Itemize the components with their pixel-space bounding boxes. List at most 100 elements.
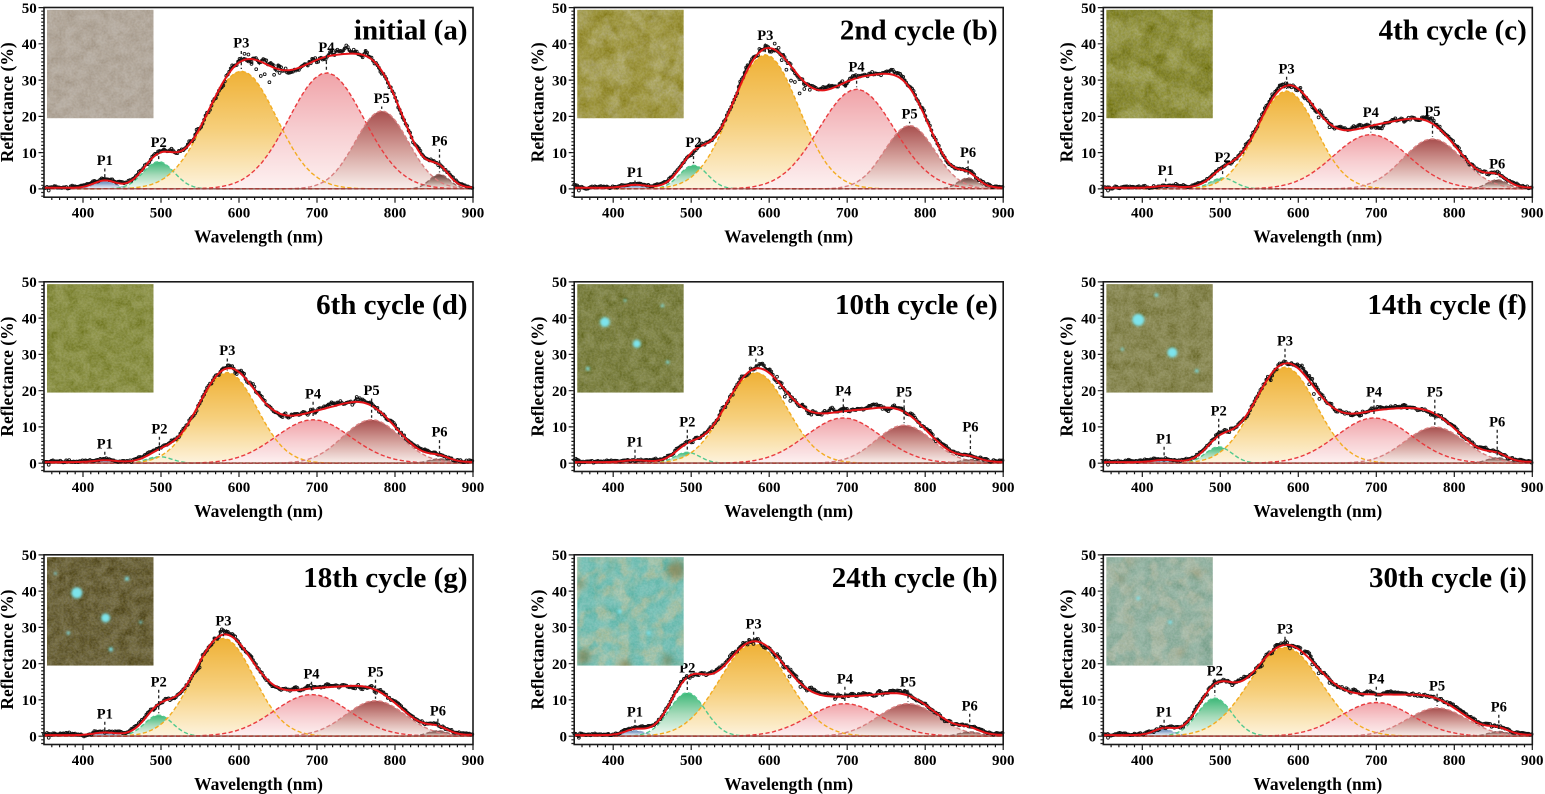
svg-text:0: 0	[1089, 182, 1097, 198]
svg-text:Wavelength (nm): Wavelength (nm)	[724, 227, 853, 247]
svg-text:40: 40	[552, 311, 567, 327]
svg-text:P5: P5	[900, 674, 916, 690]
svg-text:P5: P5	[902, 106, 918, 122]
svg-text:P6: P6	[962, 419, 978, 435]
svg-text:P5: P5	[367, 664, 383, 680]
svg-text:30: 30	[22, 621, 37, 637]
svg-text:0: 0	[29, 730, 37, 746]
svg-text:400: 400	[1131, 480, 1154, 496]
svg-text:500: 500	[1209, 480, 1232, 496]
svg-text:P3: P3	[219, 343, 235, 359]
svg-text:30: 30	[22, 73, 37, 89]
svg-text:10: 10	[22, 693, 37, 709]
svg-text:10: 10	[552, 420, 567, 436]
svg-text:800: 800	[384, 753, 407, 769]
svg-text:400: 400	[72, 480, 95, 496]
svg-text:30: 30	[1081, 73, 1096, 89]
svg-text:700: 700	[306, 206, 329, 222]
svg-text:600: 600	[228, 206, 251, 222]
svg-text:Wavelength (nm): Wavelength (nm)	[194, 774, 323, 794]
svg-text:50: 50	[22, 1, 37, 17]
svg-text:30: 30	[22, 348, 37, 364]
svg-text:P2: P2	[679, 414, 695, 430]
svg-text:P4: P4	[318, 40, 334, 56]
svg-text:18th cycle (g): 18th cycle (g)	[303, 562, 467, 594]
svg-text:P4: P4	[837, 671, 853, 687]
svg-text:10: 10	[22, 146, 37, 162]
svg-text:50: 50	[22, 275, 37, 291]
svg-text:600: 600	[758, 480, 781, 496]
svg-text:P6: P6	[960, 145, 976, 161]
svg-text:500: 500	[680, 753, 703, 769]
svg-text:14th cycle (f): 14th cycle (f)	[1367, 289, 1526, 321]
svg-text:0: 0	[1089, 457, 1097, 473]
svg-text:10: 10	[552, 693, 567, 709]
svg-text:10: 10	[1081, 693, 1096, 709]
svg-text:P6: P6	[1489, 156, 1505, 172]
svg-text:700: 700	[306, 753, 329, 769]
svg-text:P3: P3	[1277, 621, 1293, 637]
svg-text:400: 400	[602, 480, 625, 496]
svg-text:800: 800	[1443, 753, 1466, 769]
svg-text:30: 30	[552, 621, 567, 637]
svg-text:P3: P3	[1277, 333, 1293, 349]
svg-text:P4: P4	[1366, 384, 1382, 400]
svg-text:900: 900	[462, 753, 485, 769]
svg-text:20: 20	[22, 657, 37, 673]
svg-text:10: 10	[552, 146, 567, 162]
svg-text:Wavelength (nm): Wavelength (nm)	[724, 501, 853, 521]
svg-text:Reflectance (%): Reflectance (%)	[527, 589, 547, 709]
svg-text:P4: P4	[303, 666, 319, 682]
svg-text:400: 400	[1131, 753, 1154, 769]
svg-text:P1: P1	[627, 165, 643, 181]
svg-text:900: 900	[462, 206, 485, 222]
svg-text:800: 800	[1443, 206, 1466, 222]
svg-text:20: 20	[1081, 657, 1096, 673]
svg-text:10th cycle (e): 10th cycle (e)	[835, 289, 998, 321]
svg-text:P6: P6	[1489, 414, 1505, 430]
svg-text:50: 50	[552, 275, 567, 291]
svg-text:600: 600	[1287, 480, 1310, 496]
svg-text:P2: P2	[1207, 663, 1223, 679]
svg-text:Reflectance (%): Reflectance (%)	[0, 42, 17, 162]
svg-text:P5: P5	[1427, 384, 1443, 400]
svg-text:40: 40	[22, 37, 37, 53]
svg-text:30: 30	[552, 348, 567, 364]
svg-text:P5: P5	[1429, 678, 1445, 694]
svg-text:600: 600	[228, 753, 251, 769]
svg-text:Reflectance (%): Reflectance (%)	[527, 316, 547, 436]
svg-text:800: 800	[914, 753, 937, 769]
svg-text:700: 700	[836, 206, 859, 222]
svg-text:P3: P3	[748, 343, 764, 359]
svg-text:Wavelength (nm): Wavelength (nm)	[1253, 774, 1382, 794]
svg-text:40: 40	[1081, 37, 1096, 53]
svg-text:40: 40	[1081, 584, 1096, 600]
svg-text:P6: P6	[1491, 699, 1507, 715]
svg-text:800: 800	[914, 206, 937, 222]
svg-text:P1: P1	[627, 704, 643, 720]
svg-text:0: 0	[560, 730, 568, 746]
svg-text:900: 900	[1521, 753, 1544, 769]
svg-text:800: 800	[914, 480, 937, 496]
svg-text:20: 20	[1081, 110, 1096, 126]
svg-text:500: 500	[1209, 753, 1232, 769]
svg-text:400: 400	[72, 206, 95, 222]
svg-text:4th cycle (c): 4th cycle (c)	[1379, 15, 1527, 47]
svg-text:P1: P1	[1156, 704, 1172, 720]
svg-text:0: 0	[1089, 730, 1097, 746]
svg-text:P6: P6	[431, 134, 447, 150]
svg-text:500: 500	[1209, 206, 1232, 222]
svg-text:Wavelength (nm): Wavelength (nm)	[194, 227, 323, 247]
svg-text:30: 30	[1081, 621, 1096, 637]
svg-text:40: 40	[1081, 311, 1096, 327]
svg-text:20: 20	[552, 384, 567, 400]
svg-text:400: 400	[72, 753, 95, 769]
svg-text:900: 900	[1521, 206, 1544, 222]
svg-text:Reflectance (%): Reflectance (%)	[0, 316, 17, 436]
svg-text:Reflectance (%): Reflectance (%)	[527, 42, 547, 162]
svg-text:700: 700	[1365, 753, 1388, 769]
svg-text:P5: P5	[364, 383, 380, 399]
svg-text:Reflectance (%): Reflectance (%)	[0, 589, 17, 709]
svg-text:600: 600	[758, 753, 781, 769]
svg-text:Wavelength (nm): Wavelength (nm)	[1253, 501, 1382, 521]
